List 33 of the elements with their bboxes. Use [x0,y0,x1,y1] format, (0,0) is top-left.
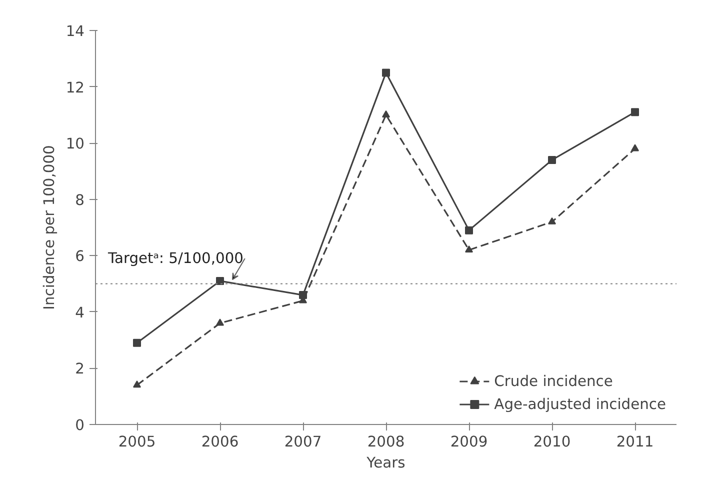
point [382,68,390,77]
y-tick-label: 10 [66,136,85,153]
y-tick-label: 6 [75,248,85,266]
x-tick-label: 2009 [450,434,488,450]
point [465,226,473,234]
point [548,217,556,224]
point [631,144,639,152]
x-axis-title: Years [366,454,406,472]
point [631,108,639,116]
legend-label: Age-adjusted incidence [494,396,666,412]
y-tick-label: 4 [75,304,85,322]
point [299,291,307,300]
x-tick-label: 2007 [284,434,322,450]
point [216,318,224,326]
point [382,110,390,118]
x-tick-label: 2008 [367,434,405,450]
y-tick-label: 0 [75,417,85,434]
y-tick-label: 8 [75,192,85,209]
y-tick-label: 2 [75,360,85,378]
y-tick-label: 14 [66,23,85,40]
point [216,276,224,285]
point [133,380,141,388]
x-tick-label: 2010 [533,434,571,450]
x-tick-label: 2011 [616,434,654,450]
ref-line-label: Targetᵃ: 5/100,000 [106,250,244,267]
point [133,338,141,347]
point [465,245,473,253]
point [548,156,556,164]
x-tick-label: 2005 [118,434,156,450]
y-tick-label: 12 [66,79,85,96]
x-tick-label: 2006 [201,434,239,450]
y-axis-title: Incidence per 100,000 [40,145,58,310]
legend-label: Crude incidence [494,372,613,390]
